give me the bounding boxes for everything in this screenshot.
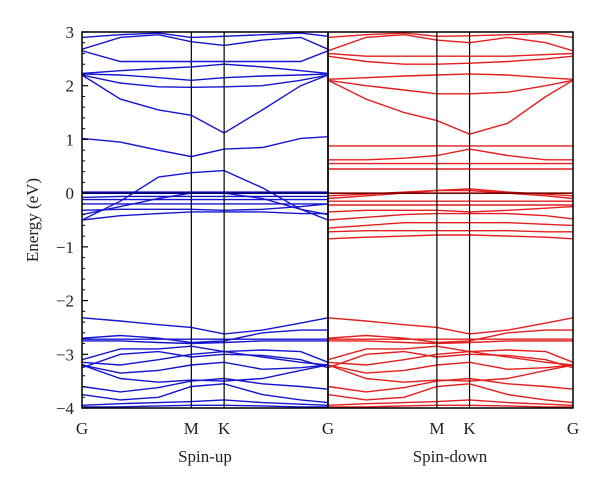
guide-lines: [82, 32, 573, 408]
spin-down-band-line-25: [328, 148, 573, 161]
spin-down-band-line-14: [327, 234, 573, 240]
spin-down-band-line-18: [327, 205, 573, 213]
spin-down-band-line-16: [327, 222, 573, 229]
spin-up-kpoint-label-g: G: [76, 419, 88, 438]
spin-down-band-line-17: [327, 212, 573, 221]
y-tick-label: 2: [66, 77, 75, 96]
spin-up-band-line-20: [82, 169, 329, 221]
spin-up-band-line-14: [82, 211, 328, 221]
spin-up-band-line-25: [82, 73, 329, 82]
spin-down-band-lines: [327, 32, 573, 408]
spin-up-band-line-22: [82, 136, 329, 158]
y-tick-label: 1: [66, 130, 75, 149]
spin-up-band-line-12: [82, 329, 328, 344]
spin-up-band-line-27: [82, 50, 329, 63]
y-tick-label: −2: [56, 292, 74, 311]
spin-down-panel-frame: [327, 31, 574, 409]
spin-down-band-line-7: [327, 350, 573, 366]
spin-down-band-line-29: [327, 73, 573, 80]
spin-down-band-line-33: [327, 32, 573, 39]
spin-up-band-line-13: [82, 317, 329, 335]
spin-up-kpoint-label-k: K: [218, 419, 231, 438]
spin-up-band-line-8: [82, 350, 329, 369]
spin-down-band-line-3: [327, 383, 573, 404]
spin-down-band-line-15: [327, 230, 573, 233]
spin-down-band-line-10: [328, 340, 573, 345]
spin-up-band-line-18: [82, 195, 328, 199]
spin-up-band-line-1: [82, 404, 328, 408]
spin-down-band-line-12: [327, 329, 573, 344]
spin-up-band-line-6: [82, 361, 329, 374]
spin-down-band-line-21: [327, 189, 573, 200]
spin-down-band-line-13: [327, 317, 573, 335]
spin-down-kpoint-label-g: G: [567, 419, 579, 438]
spin-down-kpoint-label-k: K: [463, 419, 476, 438]
spin-up-kpoint-label-g: G: [322, 419, 334, 438]
spin-down-band-line-4: [327, 377, 573, 393]
spin-down-band-line-8: [327, 350, 573, 369]
spin-down-band-line-28: [327, 79, 573, 95]
spin-down-band-line-30: [327, 55, 573, 65]
spin-up-band-line-4: [82, 377, 329, 393]
spin-up-band-line-10: [82, 340, 328, 345]
y-axis-ticks: 3 2 1 0 −1 −2 −3 −4: [56, 23, 88, 418]
y-tick-label: −4: [56, 399, 75, 418]
spin-down-kpoint-label-m: M: [429, 419, 444, 438]
spin-up-band-lines: [82, 32, 329, 408]
spin-up-band-line-29: [82, 32, 329, 39]
y-tick-label: −3: [56, 345, 74, 364]
y-tick-label: 0: [66, 184, 75, 203]
spin-up-band-line-28: [82, 33, 329, 50]
spin-down-band-line-5: [327, 364, 573, 383]
y-axis-title: Energy (eV): [23, 178, 42, 262]
panel-frames: [81, 31, 574, 409]
spin-up-band-line-24: [82, 74, 329, 89]
spin-up-band-line-23: [82, 74, 329, 134]
spin-up-band-line-5: [82, 364, 329, 383]
spin-up-band-line-26: [82, 63, 329, 75]
spin-down-band-line-27: [327, 79, 573, 135]
spin-up-panel-title: Spin-up: [178, 447, 232, 466]
y-tick-label: −1: [56, 238, 74, 257]
spin-up-band-line-9: [82, 345, 329, 363]
spin-down-band-line-1: [328, 404, 573, 408]
spin-down-band-line-6: [327, 361, 573, 374]
spin-up-kpoint-label-m: M: [184, 419, 199, 438]
spin-down-band-line-9: [327, 345, 573, 363]
spin-up-band-line-2: [82, 399, 329, 406]
spin-up-band-line-3: [82, 383, 329, 404]
spin-down-band-line-32: [327, 33, 573, 52]
spin-down-panel-title: Spin-down: [413, 447, 488, 466]
spin-up-band-line-7: [82, 350, 329, 366]
spin-down-band-line-2: [327, 399, 573, 406]
spin-down-band-line-31: [327, 52, 573, 57]
y-tick-label: 3: [66, 23, 75, 42]
